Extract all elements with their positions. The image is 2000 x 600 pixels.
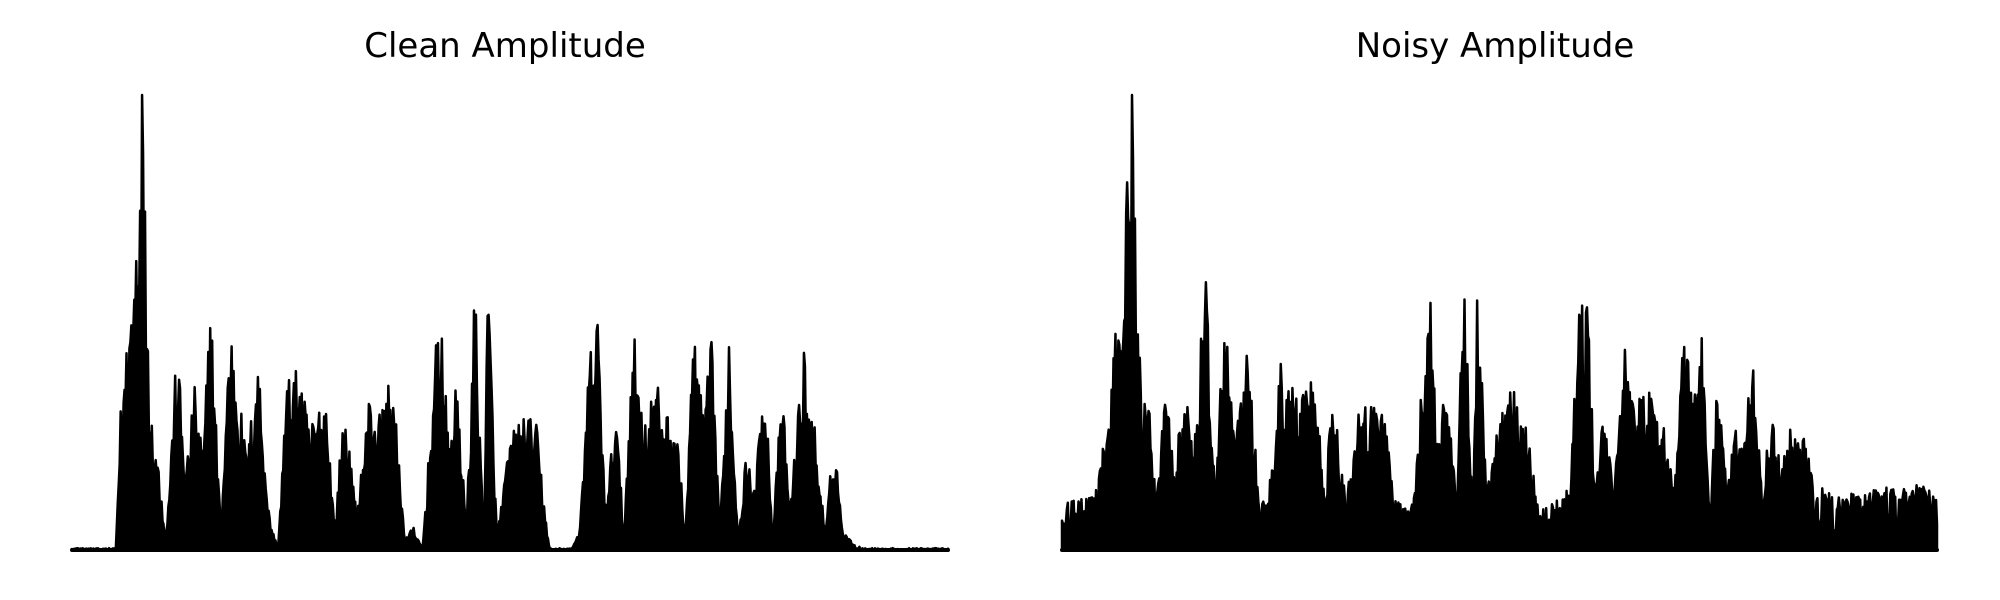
clean-amplitude-chart <box>70 93 950 552</box>
amplitude-series-area <box>1060 93 1939 552</box>
chart-title: Noisy Amplitude <box>1355 26 1635 66</box>
amplitude-series-area <box>70 93 950 552</box>
clean-amplitude-panel: Clean Amplitude <box>70 26 950 552</box>
noisy-amplitude-chart <box>1060 93 1939 552</box>
noisy-amplitude-panel: Noisy Amplitude <box>1000 0 2000 600</box>
chart-title: Clean Amplitude <box>364 26 646 66</box>
